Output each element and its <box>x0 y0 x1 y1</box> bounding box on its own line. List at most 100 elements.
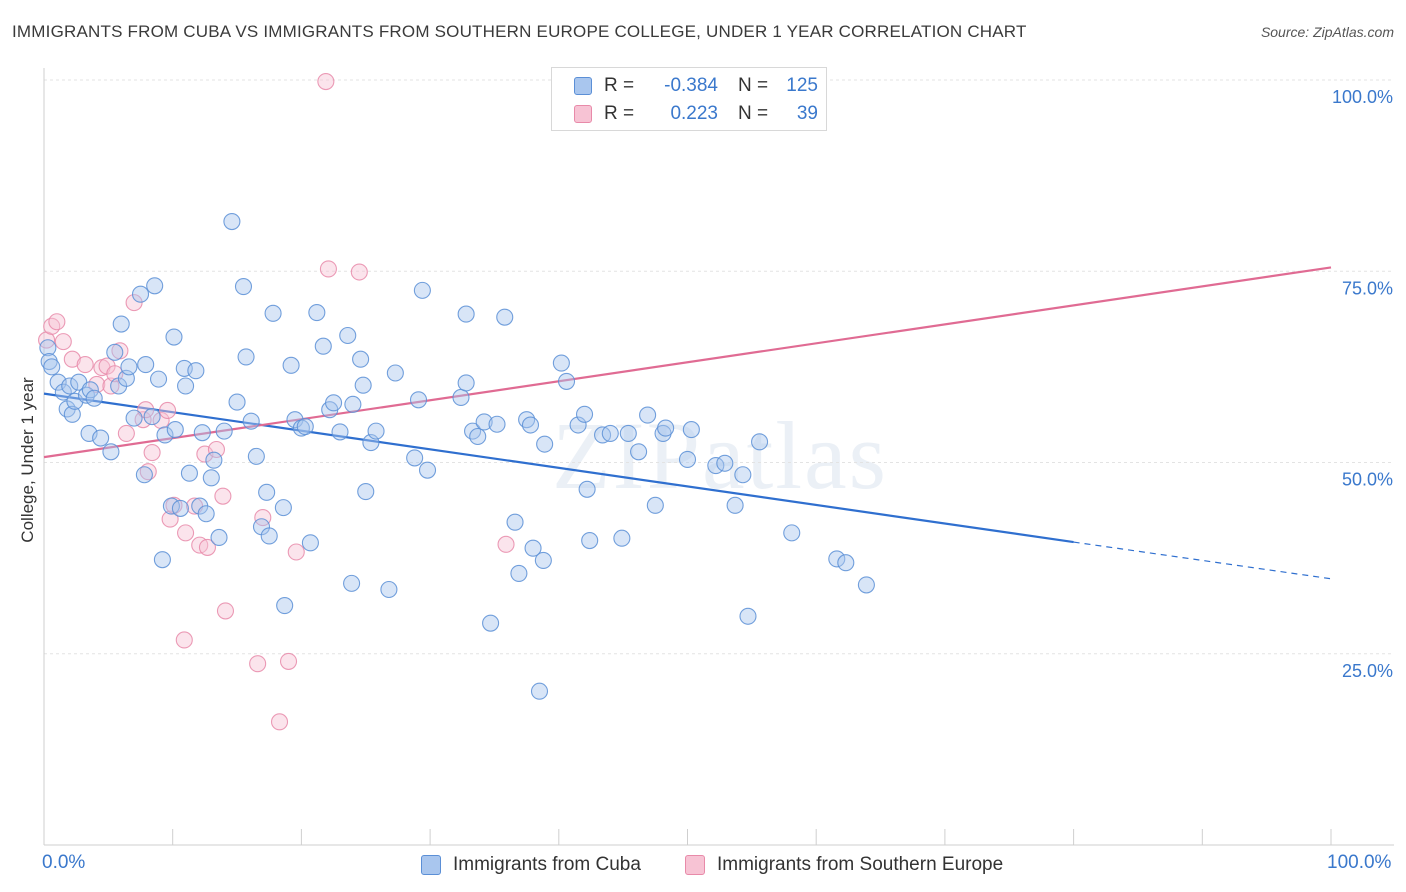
point-cuba <box>143 408 161 426</box>
correlation-legend: R = -0.384 N = 125 R = 0.223 N = 39 <box>551 67 827 131</box>
point-southern-europe <box>214 487 232 505</box>
watermark: ZIPatlas <box>552 402 888 509</box>
point-cuba <box>739 607 757 625</box>
point-cuba <box>205 451 223 469</box>
point-cuba <box>63 405 81 423</box>
legend-n-label: N = <box>738 75 769 96</box>
point-southern-europe <box>161 510 179 528</box>
point-cuba <box>496 308 514 326</box>
point-cuba <box>716 454 734 472</box>
point-southern-europe <box>54 333 72 351</box>
point-cuba <box>171 499 189 517</box>
point-southern-europe <box>76 356 94 374</box>
point-cuba <box>678 450 697 468</box>
bottom-legend-cuba: Immigrants from Cuba <box>421 852 641 878</box>
legend-r-value: -0.384 <box>664 75 718 96</box>
point-cuba <box>166 421 184 439</box>
point-cuba <box>215 422 233 440</box>
point-cuba <box>61 377 79 395</box>
y-tick-label: 25.0% <box>1342 661 1393 681</box>
point-cuba <box>149 370 168 388</box>
point-cuba <box>406 449 424 467</box>
trend-line-cuba-extension <box>1073 541 1332 580</box>
point-cuba <box>510 564 528 582</box>
point-cuba <box>125 409 143 427</box>
point-southern-europe <box>198 538 216 556</box>
point-cuba <box>418 461 437 479</box>
point-cuba <box>639 406 657 424</box>
point-cuba <box>237 348 255 366</box>
point-southern-europe <box>254 509 272 527</box>
point-cuba <box>81 381 99 399</box>
point-southern-europe <box>287 543 305 561</box>
point-cuba <box>286 411 304 429</box>
point-cuba <box>837 554 855 572</box>
point-cuba <box>228 393 246 411</box>
chart-title: IMMIGRANTS FROM CUBA VS IMMIGRANTS FROM … <box>12 22 1027 41</box>
legend-n-value: 39 <box>796 103 818 124</box>
y-axis-label: College, Under 1 year <box>18 377 37 543</box>
point-cuba <box>165 328 183 346</box>
point-southern-europe <box>270 713 289 731</box>
point-cuba <box>530 682 549 700</box>
legend-r-label: R = <box>604 103 635 124</box>
point-cuba <box>646 496 664 514</box>
x-tick-label-max: 100.0% <box>1327 852 1392 873</box>
point-cuba <box>630 443 648 461</box>
point-cuba <box>92 429 110 447</box>
point-cuba <box>234 277 253 296</box>
bottom-legend-southern-europe: Immigrants from Southern Europe <box>685 852 1003 878</box>
source-label: Source: ZipAtlas.com <box>1260 24 1394 40</box>
point-southern-europe <box>48 313 66 331</box>
point-southern-europe <box>137 401 155 419</box>
point-cuba <box>469 427 487 446</box>
point-cuba <box>569 416 587 434</box>
point-cuba <box>339 326 357 345</box>
point-cuba <box>274 499 292 517</box>
point-southern-europe <box>143 444 161 462</box>
legend-n-label: N = <box>738 103 769 124</box>
point-cuba <box>344 395 362 413</box>
legend-n-value: 125 <box>786 75 818 96</box>
point-cuba <box>380 580 398 599</box>
point-cuba <box>54 383 72 401</box>
point-cuba <box>552 354 570 372</box>
point-cuba <box>386 364 404 382</box>
point-cuba <box>296 417 314 436</box>
point-cuba <box>521 416 540 434</box>
point-cuba <box>536 435 554 453</box>
point-cuba <box>557 372 576 390</box>
point-southern-europe <box>117 424 135 442</box>
point-cuba <box>457 374 475 392</box>
point-cuba <box>258 483 276 501</box>
point-cuba <box>331 423 349 441</box>
point-southern-europe <box>497 535 515 553</box>
point-southern-europe <box>279 652 298 670</box>
legend-r-value: 0.223 <box>670 103 718 124</box>
point-cuba <box>524 539 542 557</box>
point-cuba <box>112 315 130 333</box>
y-tick-label: 50.0% <box>1342 470 1393 490</box>
point-cuba <box>357 483 375 501</box>
point-cuba <box>828 550 846 568</box>
point-southern-europe <box>177 524 195 542</box>
point-cuba <box>682 421 700 439</box>
point-cuba <box>354 376 372 394</box>
point-cuba <box>264 304 282 322</box>
legend-r-label: R = <box>604 75 635 96</box>
point-cuba <box>409 391 428 409</box>
data-points <box>38 72 875 731</box>
point-cuba <box>282 356 300 374</box>
point-cuba <box>193 424 211 442</box>
point-cuba <box>106 343 124 361</box>
bottom-legend-swatch-pink <box>685 855 705 875</box>
point-cuba <box>581 531 599 550</box>
grid-lines <box>44 79 1394 655</box>
point-cuba <box>146 277 164 295</box>
point-southern-europe <box>216 602 235 620</box>
point-southern-europe <box>319 260 337 278</box>
point-cuba <box>39 339 57 357</box>
point-cuba <box>613 529 631 547</box>
point-southern-europe <box>159 401 177 420</box>
